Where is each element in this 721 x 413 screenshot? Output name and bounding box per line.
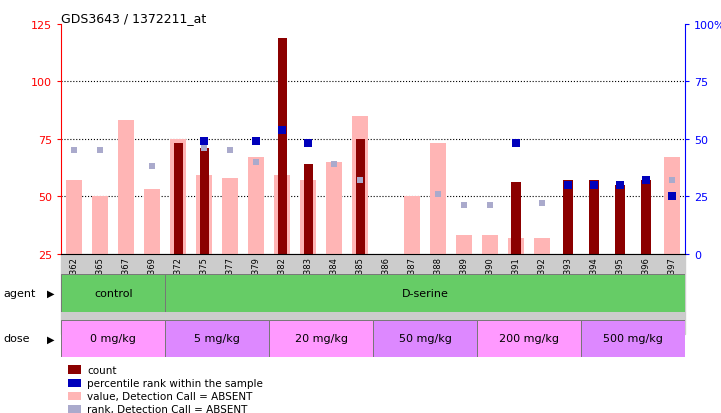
Bar bbox=[373, 254, 399, 334]
Bar bbox=[659, 254, 685, 334]
Bar bbox=[222, 178, 238, 254]
Bar bbox=[165, 320, 269, 357]
Text: 20 mg/kg: 20 mg/kg bbox=[295, 334, 348, 344]
Bar bbox=[430, 144, 446, 254]
Bar bbox=[482, 236, 497, 254]
Text: D-serine: D-serine bbox=[402, 288, 448, 298]
Bar bbox=[165, 254, 191, 334]
Bar bbox=[355, 140, 365, 254]
Bar bbox=[564, 180, 572, 254]
Bar bbox=[269, 320, 373, 357]
Text: value, Detection Call = ABSENT: value, Detection Call = ABSENT bbox=[87, 391, 252, 401]
Bar bbox=[327, 162, 342, 254]
Bar bbox=[301, 180, 316, 254]
Bar bbox=[196, 176, 212, 254]
Bar bbox=[295, 254, 321, 334]
Text: 50 mg/kg: 50 mg/kg bbox=[399, 334, 451, 344]
Bar bbox=[144, 190, 160, 254]
Text: GDS3643 / 1372211_at: GDS3643 / 1372211_at bbox=[61, 12, 206, 25]
Bar bbox=[633, 254, 659, 334]
Bar bbox=[113, 254, 139, 334]
Bar bbox=[269, 254, 295, 334]
Bar bbox=[607, 254, 633, 334]
Text: control: control bbox=[94, 288, 133, 298]
Bar bbox=[379, 254, 394, 282]
Text: rank, Detection Call = ABSENT: rank, Detection Call = ABSENT bbox=[87, 404, 247, 413]
Text: ▶: ▶ bbox=[47, 334, 54, 344]
Bar bbox=[61, 254, 87, 334]
Text: dose: dose bbox=[4, 334, 30, 344]
Bar bbox=[170, 140, 186, 254]
Bar bbox=[477, 254, 503, 334]
Bar bbox=[616, 185, 624, 254]
Bar bbox=[61, 320, 165, 357]
Text: 500 mg/kg: 500 mg/kg bbox=[603, 334, 663, 344]
Bar bbox=[503, 254, 529, 334]
Bar bbox=[304, 165, 313, 254]
Bar bbox=[590, 180, 598, 254]
Bar bbox=[139, 254, 165, 334]
Bar bbox=[248, 158, 264, 254]
Bar bbox=[451, 254, 477, 334]
Text: count: count bbox=[87, 365, 117, 375]
Bar bbox=[87, 254, 113, 334]
Bar bbox=[508, 238, 524, 254]
Bar bbox=[200, 149, 209, 254]
Text: percentile rank within the sample: percentile rank within the sample bbox=[87, 378, 263, 388]
Bar bbox=[191, 254, 217, 334]
Bar bbox=[477, 320, 581, 357]
Bar bbox=[534, 238, 550, 254]
Bar bbox=[278, 38, 287, 254]
Bar bbox=[664, 158, 680, 254]
Bar bbox=[511, 183, 521, 254]
Bar bbox=[353, 116, 368, 254]
Bar bbox=[425, 254, 451, 334]
Bar bbox=[642, 180, 650, 254]
Text: ▶: ▶ bbox=[47, 288, 54, 298]
Text: 5 mg/kg: 5 mg/kg bbox=[194, 334, 240, 344]
Bar bbox=[456, 236, 472, 254]
Bar bbox=[529, 254, 555, 334]
Bar bbox=[321, 254, 347, 334]
Bar bbox=[399, 254, 425, 334]
Text: 0 mg/kg: 0 mg/kg bbox=[90, 334, 136, 344]
Bar bbox=[165, 275, 685, 312]
Bar bbox=[217, 254, 243, 334]
Bar bbox=[61, 275, 165, 312]
Bar bbox=[66, 180, 82, 254]
Bar bbox=[581, 320, 685, 357]
Bar bbox=[581, 254, 607, 334]
Bar bbox=[275, 176, 290, 254]
Bar bbox=[92, 197, 108, 254]
Bar bbox=[373, 320, 477, 357]
Bar bbox=[243, 254, 269, 334]
Text: agent: agent bbox=[4, 288, 36, 298]
Bar bbox=[118, 121, 134, 254]
Bar bbox=[347, 254, 373, 334]
Bar bbox=[174, 144, 182, 254]
Bar bbox=[555, 254, 581, 334]
Bar bbox=[404, 197, 420, 254]
Text: 200 mg/kg: 200 mg/kg bbox=[499, 334, 559, 344]
